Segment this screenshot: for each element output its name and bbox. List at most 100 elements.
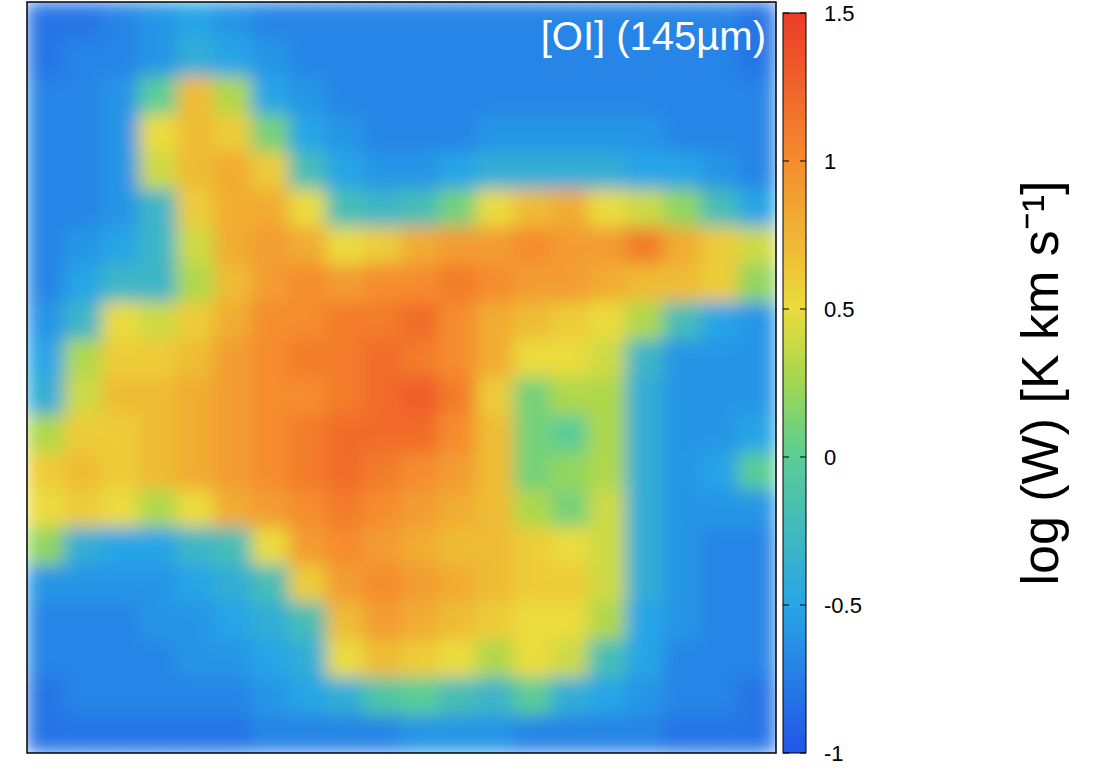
heatmap-cell [214,377,252,416]
heatmap-cell [139,677,177,716]
heatmap-cell [551,452,589,491]
heatmap-cell [701,640,739,679]
heatmap-cell [176,2,214,40]
heatmap-cell [214,189,252,228]
heatmap-cell [438,377,476,416]
heatmap-cell [176,415,214,454]
heatmap-cell [214,114,252,153]
heatmap-cell [588,339,626,378]
heatmap-cell [64,377,102,416]
heatmap-cell [64,415,102,454]
heatmap-cell [738,189,776,228]
heatmap-cell [364,677,402,716]
heatmap-cell [214,264,252,303]
heatmap-cell [289,227,327,266]
heatmap-cell [364,527,402,566]
heatmap-cell [438,715,476,753]
heatmap-cell [326,377,364,416]
heatmap-cell [364,264,402,303]
heatmap-cell [176,640,214,679]
heatmap-cell [326,490,364,529]
heatmap-cell [663,415,701,454]
heatmap-cell [101,527,139,566]
heatmap-cell [326,264,364,303]
heatmap-cell [738,452,776,491]
heatmap-cell [551,527,589,566]
heatmap-cell [738,677,776,716]
heatmap-cell [251,565,289,604]
heatmap-cell [551,377,589,416]
heatmap-cell [139,377,177,416]
heatmap-cell [438,339,476,378]
heatmap-cell [513,715,551,753]
heatmap-cell [251,715,289,753]
colorbar-tick [800,605,806,606]
heatmap-cell [476,452,514,491]
heatmap-cell [289,302,327,341]
colorbar-tick-label: 1 [824,149,836,174]
heatmap-cell [738,339,776,378]
heatmap-cell [139,2,177,40]
heatmap-cell [513,527,551,566]
heatmap-cell [176,339,214,378]
heatmap-cell [139,640,177,679]
heatmap-cell [176,602,214,641]
heatmap-cell [476,490,514,529]
heatmap-cell [401,527,439,566]
heatmap-cell [738,264,776,303]
heatmap-cell [139,189,177,228]
heatmap-cell [588,527,626,566]
heatmap-cell [364,2,402,40]
heatmap-cell [326,227,364,266]
heatmap-cell [27,227,65,266]
heatmap-cell [663,602,701,641]
heatmap-cell [663,189,701,228]
heatmap-cell [476,565,514,604]
heatmap-cell [513,152,551,191]
heatmap-cell [401,264,439,303]
heatmap-cell [176,114,214,153]
heatmap-cell [401,189,439,228]
heatmap-cell [551,490,589,529]
heatmap-cell [101,227,139,266]
heatmap-cell [701,189,739,228]
heatmap-cell [588,415,626,454]
heatmap-cell [701,527,739,566]
heatmap-cell [401,339,439,378]
heatmap-cell [476,264,514,303]
heatmap-cell [663,565,701,604]
heatmap-cell [139,339,177,378]
heatmap-cell [738,527,776,566]
plot-frame [27,2,776,753]
heatmap-cell [101,114,139,153]
heatmap-cell [251,490,289,529]
heatmap-cell [551,602,589,641]
heatmap-cell [738,715,776,753]
heatmap-cell [626,452,664,491]
heatmap-cell [401,227,439,266]
heatmap-cell [551,152,589,191]
heatmap-cell [289,452,327,491]
heatmap-cell [438,189,476,228]
colorbar-tick [800,457,806,458]
heatmap-cell [364,377,402,416]
heatmap-cell [588,602,626,641]
colorbar-tick [783,753,789,754]
heatmap-cell [551,302,589,341]
heatmap-cell [101,77,139,116]
heatmap-cell [701,227,739,266]
heatmap-cell [551,264,589,303]
colorbar-tick [783,13,789,14]
heatmap-cell [251,39,289,78]
heatmap-cell [438,565,476,604]
heatmap-cell [401,715,439,753]
heatmap-cell [251,415,289,454]
heatmap-cell [326,302,364,341]
heatmap-cell [551,339,589,378]
heatmap-cell [513,640,551,679]
heatmap-cell [101,415,139,454]
heatmap-cell [27,152,65,191]
heatmap-cell [738,640,776,679]
heatmap-cell [176,189,214,228]
heatmap-cell [64,39,102,78]
